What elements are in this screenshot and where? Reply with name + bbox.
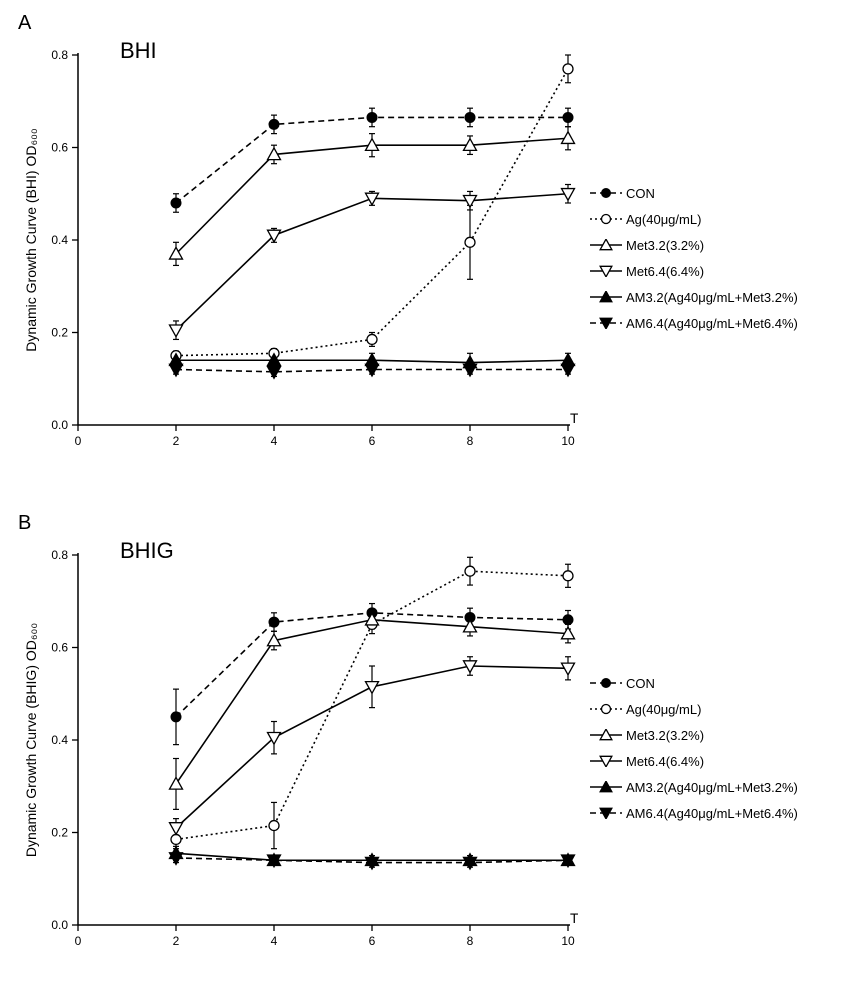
svg-text:4: 4: [271, 934, 278, 948]
legend-item: CON: [590, 180, 798, 206]
panel-a-label: A: [18, 12, 31, 35]
svg-text:0.8: 0.8: [51, 48, 68, 62]
svg-text:0.0: 0.0: [51, 418, 68, 432]
chart-bhi: 0.0 0.2 0.4 0.6 0.8 0 2 4 6 8 10 Dynamic Growth Cur…: [23, 45, 578, 475]
legend-label: CON: [626, 676, 655, 691]
svg-text:TIME(hrs): TIME(hrs): [570, 910, 578, 926]
svg-text:10: 10: [561, 934, 575, 948]
svg-text:0.4: 0.4: [51, 233, 68, 247]
svg-text:0.0: 0.0: [51, 918, 68, 932]
chart-bhig: 0.0 0.2 0.4 0.6 0.8 0 2 4 6 8 10 Dynamic Growth Cur…: [23, 545, 578, 975]
svg-text:8: 8: [467, 934, 474, 948]
legend-label: Ag(40μg/mL): [626, 702, 701, 717]
legend-label: Ag(40μg/mL): [626, 212, 701, 227]
svg-text:0.6: 0.6: [51, 641, 68, 655]
legend-label: Met3.2(3.2%): [626, 238, 704, 253]
svg-text:0.2: 0.2: [51, 326, 68, 340]
legend-label: CON: [626, 186, 655, 201]
svg-text:0: 0: [75, 934, 82, 948]
legend-label: AM3.2(Ag40μg/mL+Met3.2%): [626, 780, 798, 795]
legend-item: AM6.4(Ag40μg/mL+Met6.4%): [590, 800, 798, 826]
legend-item: Met3.2(3.2%): [590, 232, 798, 258]
legend-label: AM6.4(Ag40μg/mL+Met6.4%): [626, 316, 798, 331]
svg-text:6: 6: [369, 434, 376, 448]
legend-item: AM3.2(Ag40μg/mL+Met3.2%): [590, 284, 798, 310]
legend-item: AM6.4(Ag40μg/mL+Met6.4%): [590, 310, 798, 336]
svg-text:0.4: 0.4: [51, 733, 68, 747]
svg-text:2: 2: [173, 434, 180, 448]
legend-label: Met3.2(3.2%): [626, 728, 704, 743]
svg-text:Dynamic Growth Curve (BHIG) OD: Dynamic Growth Curve (BHIG) OD₆₀₀: [23, 623, 39, 857]
legend-item: Met6.4(6.4%): [590, 748, 798, 774]
svg-text:0.8: 0.8: [51, 548, 68, 562]
legend-label: AM3.2(Ag40μg/mL+Met3.2%): [626, 290, 798, 305]
svg-text:6: 6: [369, 934, 376, 948]
figure-page: A BHI 0.00.20.40.60.80246810Dynamic Grow…: [0, 0, 851, 1000]
legend-label: Met6.4(6.4%): [626, 264, 704, 279]
svg-text:0: 0: [75, 434, 82, 448]
legend-label: AM6.4(Ag40μg/mL+Met6.4%): [626, 806, 798, 821]
panel-b-label: B: [18, 512, 31, 535]
svg-text:2: 2: [173, 934, 180, 948]
svg-text:8: 8: [467, 434, 474, 448]
legend-item: Met6.4(6.4%): [590, 258, 798, 284]
svg-text:0.2: 0.2: [51, 826, 68, 840]
svg-text:4: 4: [271, 434, 278, 448]
legend-bhi: CON Ag(40μg/mL) Met3.2(3.2%) Met6.4(6.4%) AM…: [590, 180, 798, 336]
legend-item: AM3.2(Ag40μg/mL+Met3.2%): [590, 774, 798, 800]
legend-label: Met6.4(6.4%): [626, 754, 704, 769]
legend-item: Ag(40μg/mL): [590, 206, 798, 232]
svg-text:TIME(hrs): TIME(hrs): [570, 410, 578, 426]
svg-text:0.6: 0.6: [51, 141, 68, 155]
legend-item: CON: [590, 670, 798, 696]
svg-text:10: 10: [561, 434, 575, 448]
legend-item: Ag(40μg/mL): [590, 696, 798, 722]
svg-text:Dynamic Growth Curve (BHI) OD₆: Dynamic Growth Curve (BHI) OD₆₀₀: [23, 128, 39, 352]
legend-bhig: CON Ag(40μg/mL) Met3.2(3.2%) Met6.4(6.4%) AM…: [590, 670, 798, 826]
legend-item: Met3.2(3.2%): [590, 722, 798, 748]
